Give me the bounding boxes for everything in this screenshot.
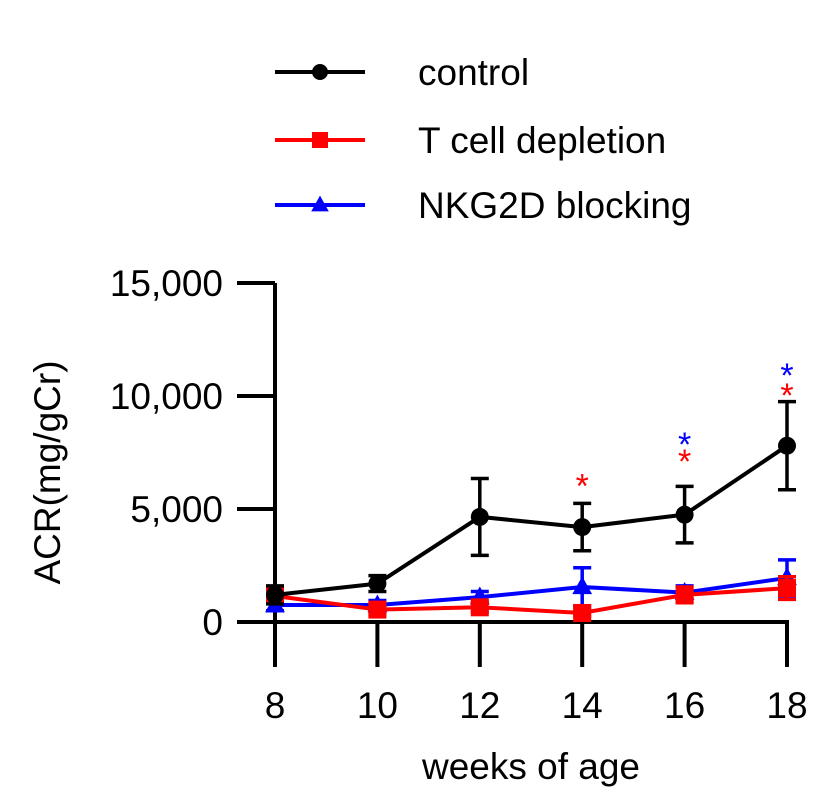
series-line-2 — [274, 586, 788, 615]
y-tick-label-3: 10,000 — [110, 376, 223, 417]
significance-star-5: * — [780, 357, 793, 395]
x-tick-label-4: 14 — [562, 685, 603, 726]
point-3-4 — [572, 576, 593, 595]
legend-label-2: T cell depletion — [418, 120, 666, 161]
legend-label-3: NKG2D blocking — [418, 185, 692, 226]
point-2-2 — [368, 600, 387, 619]
y-tick-label-1: 0 — [202, 602, 223, 643]
point-1-1 — [266, 585, 284, 604]
series-line-3 — [275, 575, 788, 608]
significance-star-1: * — [576, 468, 589, 506]
legend-marker-1 — [312, 64, 328, 80]
point-2-5 — [675, 585, 694, 604]
point-1-2 — [368, 574, 387, 593]
point-2-6 — [778, 579, 796, 598]
x-tick-label-5: 16 — [664, 685, 705, 726]
x-tick-label-1: 8 — [265, 685, 286, 726]
legend-marker-2 — [312, 132, 328, 148]
point-1-3 — [470, 507, 489, 526]
legend-label-1: control — [418, 52, 529, 93]
significance-star-2: * — [678, 443, 691, 481]
y-tick-label-4: 15,000 — [110, 263, 223, 304]
point-2-3 — [470, 598, 489, 617]
x-tick-label-3: 12 — [459, 685, 500, 726]
point-2-4 — [573, 603, 592, 622]
point-1-5 — [675, 505, 694, 524]
legend-marker-3 — [311, 195, 329, 212]
y-tick-label-2: 5,000 — [130, 489, 223, 530]
x-axis-label: weeks of age — [421, 746, 640, 787]
significance-star-3: * — [678, 426, 691, 464]
x-tick-label-6: 18 — [766, 685, 807, 726]
x-tick-label-2: 10 — [357, 685, 398, 726]
series-line-1 — [274, 444, 789, 597]
y-axis-label: ACR(mg/gCr) — [27, 360, 68, 584]
point-1-4 — [573, 518, 592, 537]
significance-star-4: * — [780, 377, 793, 415]
point-1-6 — [778, 436, 796, 455]
